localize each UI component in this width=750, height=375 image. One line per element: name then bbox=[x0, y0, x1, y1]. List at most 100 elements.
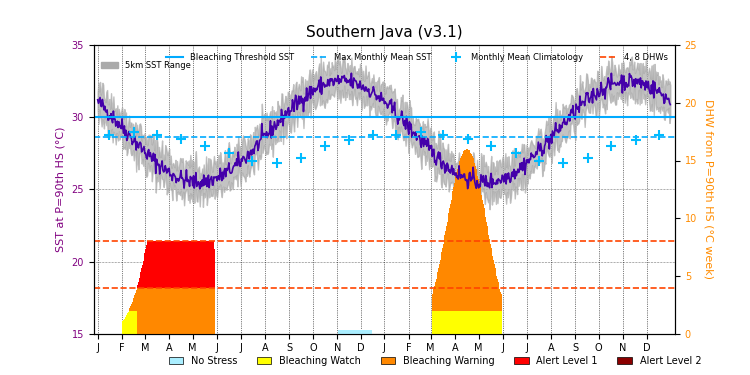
Bar bbox=[164, 242, 165, 288]
Bar bbox=[369, 330, 370, 334]
Bar bbox=[457, 169, 458, 310]
Bar bbox=[500, 292, 501, 310]
Bar bbox=[184, 242, 185, 288]
Bar bbox=[156, 242, 157, 288]
Bar bbox=[497, 310, 498, 334]
Bar bbox=[478, 310, 479, 334]
Bar bbox=[160, 288, 161, 334]
Bar bbox=[206, 288, 207, 334]
Bar bbox=[442, 310, 443, 334]
Bar bbox=[347, 330, 348, 334]
Bar bbox=[446, 226, 447, 310]
Bar bbox=[438, 268, 439, 310]
Bar bbox=[166, 288, 167, 334]
Bar bbox=[493, 310, 494, 334]
Bar bbox=[349, 330, 350, 334]
Bar bbox=[433, 289, 434, 310]
Bar bbox=[478, 179, 479, 310]
Bar bbox=[205, 288, 206, 334]
Bar bbox=[486, 310, 487, 334]
Bar bbox=[133, 310, 134, 334]
Legend: 5km SST Range: 5km SST Range bbox=[98, 58, 194, 74]
Bar bbox=[156, 288, 157, 334]
Bar bbox=[500, 310, 501, 334]
Bar bbox=[458, 310, 460, 334]
Bar bbox=[437, 310, 438, 334]
Bar bbox=[367, 330, 368, 334]
Bar bbox=[458, 163, 460, 310]
Bar bbox=[134, 296, 135, 310]
Bar bbox=[131, 310, 132, 334]
Bar bbox=[159, 242, 160, 288]
Bar bbox=[145, 253, 146, 288]
Bar bbox=[208, 242, 209, 288]
Legend: No Stress, Bleaching Watch, Bleaching Warning, Alert Level 1, Alert Level 2: No Stress, Bleaching Watch, Bleaching Wa… bbox=[165, 352, 705, 370]
Bar bbox=[166, 242, 167, 288]
Bar bbox=[472, 158, 473, 310]
Bar bbox=[351, 330, 352, 334]
Bar bbox=[498, 282, 499, 310]
Bar bbox=[354, 330, 355, 334]
Bar bbox=[482, 310, 483, 334]
Bar bbox=[441, 310, 442, 334]
Bar bbox=[193, 288, 194, 334]
Bar bbox=[340, 330, 341, 334]
Bar bbox=[451, 310, 452, 334]
Bar bbox=[475, 166, 476, 310]
Bar bbox=[488, 310, 489, 334]
Bar bbox=[163, 288, 164, 334]
Bar bbox=[476, 169, 477, 310]
Bar bbox=[151, 288, 152, 334]
Bar bbox=[209, 288, 211, 334]
Bar bbox=[168, 242, 169, 288]
Bar bbox=[182, 288, 183, 334]
Bar bbox=[180, 242, 181, 288]
Bar bbox=[211, 242, 212, 288]
Bar bbox=[193, 242, 194, 288]
Bar bbox=[174, 288, 175, 334]
Bar bbox=[338, 330, 339, 334]
Bar bbox=[194, 242, 195, 288]
Bar bbox=[501, 310, 502, 334]
Bar bbox=[194, 288, 195, 334]
Bar bbox=[211, 288, 212, 334]
Bar bbox=[496, 276, 497, 310]
Bar bbox=[448, 213, 449, 310]
Bar bbox=[494, 264, 495, 310]
Bar bbox=[180, 288, 181, 334]
Bar bbox=[435, 282, 436, 310]
Bar bbox=[490, 310, 491, 334]
Bar bbox=[207, 288, 208, 334]
Bar bbox=[135, 310, 136, 334]
Bar bbox=[182, 242, 183, 288]
Bar bbox=[157, 288, 158, 334]
Bar bbox=[498, 310, 499, 334]
Bar bbox=[187, 242, 188, 288]
Bar bbox=[454, 310, 455, 334]
Bar bbox=[201, 242, 202, 288]
Bar bbox=[499, 286, 500, 310]
Bar bbox=[165, 242, 166, 288]
Bar bbox=[192, 242, 193, 288]
Y-axis label: DHW from P=90th HS (°C week): DHW from P=90th HS (°C week) bbox=[704, 99, 714, 279]
Bar bbox=[439, 310, 440, 334]
Bar bbox=[165, 288, 166, 334]
Bar bbox=[147, 288, 148, 334]
Bar bbox=[344, 330, 345, 334]
Bar bbox=[494, 310, 495, 334]
Bar bbox=[491, 252, 493, 310]
Bar bbox=[138, 282, 139, 288]
Bar bbox=[197, 242, 198, 288]
Bar bbox=[471, 154, 472, 310]
Bar bbox=[196, 288, 197, 334]
Bar bbox=[147, 242, 148, 288]
Bar bbox=[148, 288, 149, 334]
Bar bbox=[345, 330, 346, 334]
Bar bbox=[123, 320, 124, 334]
Bar bbox=[366, 330, 367, 334]
Bar bbox=[437, 272, 438, 310]
Bar bbox=[435, 310, 436, 334]
Bar bbox=[483, 204, 484, 310]
Bar bbox=[461, 156, 462, 310]
Bar bbox=[450, 204, 451, 310]
